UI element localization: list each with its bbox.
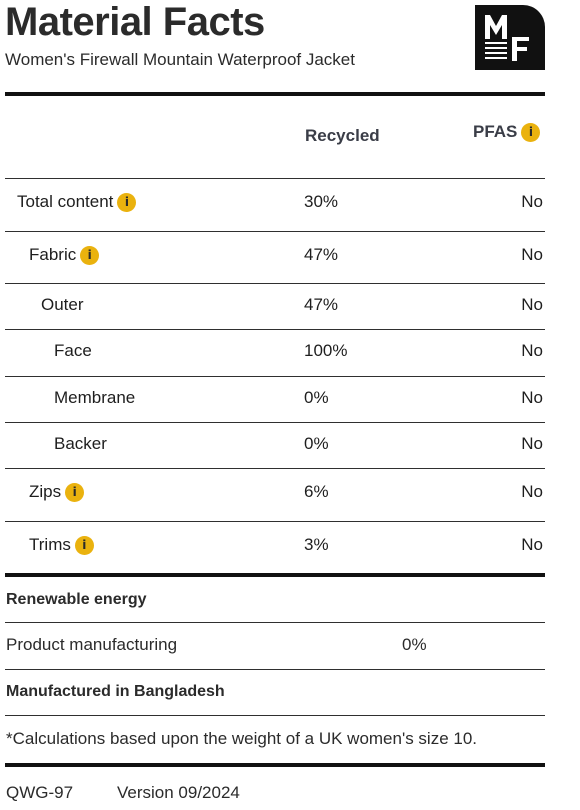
row-name: Backer	[54, 434, 107, 453]
row-pfas: No	[521, 388, 543, 407]
row-name: Membrane	[54, 388, 136, 407]
column-header-pfas-label: PFAS	[473, 122, 518, 141]
table-row: Total content i 30% No	[5, 191, 545, 213]
row-recycled: 0%	[304, 388, 329, 407]
row-name: Fabric i	[29, 244, 100, 266]
section-divider	[5, 573, 545, 577]
row-pfas: No	[521, 535, 543, 554]
row-recycled: 100%	[304, 341, 348, 360]
row-recycled: 47%	[304, 245, 339, 264]
version-label: Version 09/2024	[117, 783, 240, 802]
row-divider	[5, 468, 545, 469]
table-row: Fabric i 47% No	[5, 244, 545, 266]
row-divider	[5, 521, 545, 522]
column-header-pfas: PFAS i	[473, 122, 541, 143]
row-pfas: No	[521, 434, 543, 453]
renewable-energy-heading: Renewable energy	[6, 591, 147, 608]
mf-logo	[475, 5, 545, 70]
calculation-note: *Calculations based upon the weight of a…	[6, 729, 478, 748]
label-header: Material Facts Women's Firewall Mountain…	[5, 0, 545, 90]
trims-info-icon[interactable]: i	[74, 536, 94, 556]
page-title: Material Facts	[5, 0, 265, 44]
row-divider	[5, 422, 545, 423]
row-recycled: 6%	[304, 482, 329, 501]
table-row: Face 100% No	[5, 340, 545, 362]
row-name: Total content i	[17, 191, 137, 213]
row-pfas: No	[521, 295, 543, 314]
pfas-info-icon[interactable]: i	[521, 123, 541, 143]
row-label: Total content	[17, 192, 114, 211]
row-pfas: No	[521, 192, 543, 211]
row-label: Zips	[29, 482, 62, 501]
row-name: Trims i	[29, 534, 94, 556]
row-recycled: 30%	[304, 192, 339, 211]
zips-info-icon[interactable]: i	[65, 483, 85, 503]
row-name: Face	[54, 341, 92, 360]
table-row: Membrane 0% No	[5, 387, 545, 409]
row-divider	[5, 283, 545, 284]
row-divider	[5, 622, 545, 623]
mf-logo-icon	[485, 15, 529, 61]
top-divider	[5, 92, 545, 96]
table-row: Trims i 3% No	[5, 534, 545, 556]
row-pfas: No	[521, 341, 543, 360]
product-code: QWG-97	[6, 783, 74, 802]
row-label: Trims	[29, 535, 71, 554]
row-name: Zips i	[29, 481, 85, 503]
table-row: Zips i 6% No	[5, 481, 545, 503]
table-row: Outer 47% No	[5, 294, 545, 316]
product-name: Women's Firewall Mountain Waterproof Jac…	[5, 50, 355, 69]
row-recycled: 47%	[304, 295, 339, 314]
product-manufacturing-label: Product manufacturing	[6, 635, 178, 654]
header-divider	[5, 178, 545, 179]
row-divider	[5, 376, 545, 377]
product-manufacturing-value: 0%	[402, 635, 427, 654]
fabric-info-icon[interactable]: i	[80, 246, 100, 266]
table-row: Backer 0% No	[5, 433, 545, 455]
manufactured-in: Manufactured in Bangladesh	[6, 683, 225, 700]
column-header-recycled: Recycled	[305, 126, 380, 145]
row-label: Fabric	[29, 245, 77, 264]
row-divider	[5, 715, 545, 716]
row-recycled: 0%	[304, 434, 329, 453]
row-divider	[5, 669, 545, 670]
total-content-info-icon[interactable]: i	[117, 193, 137, 213]
row-divider	[5, 329, 545, 330]
row-recycled: 3%	[304, 535, 329, 554]
row-pfas: No	[521, 245, 543, 264]
row-divider	[5, 231, 545, 232]
bottom-divider	[5, 763, 545, 767]
row-name: Outer	[41, 295, 84, 314]
row-pfas: No	[521, 482, 543, 501]
